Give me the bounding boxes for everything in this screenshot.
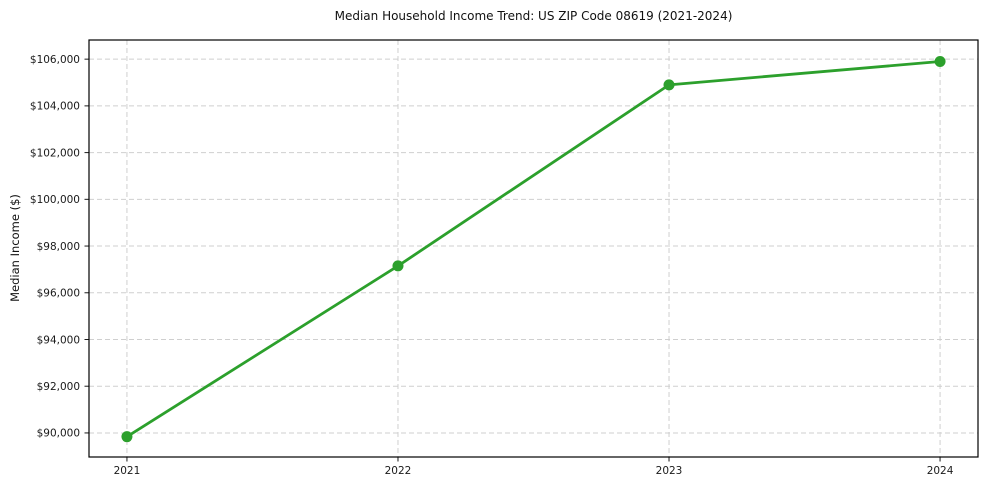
chart-title: Median Household Income Trend: US ZIP Co…: [334, 9, 733, 23]
data-point: [121, 431, 133, 443]
y-tick-label: $98,000: [37, 241, 80, 253]
y-tick-label: $90,000: [37, 428, 80, 440]
y-tick-label: $104,000: [30, 101, 80, 113]
plot-border: [88, 39, 979, 458]
y-tick-label: $106,000: [30, 54, 80, 66]
y-tick-label: $102,000: [30, 147, 80, 159]
y-tick-label: $100,000: [30, 194, 80, 206]
data-point: [663, 79, 675, 91]
y-tick-label: $94,000: [37, 334, 80, 346]
trend-line: [125, 60, 942, 439]
data-point: [934, 55, 946, 67]
x-tick-label: 2021: [114, 465, 141, 477]
plot-area: $90,000 $92,000 $94,000 $96,000 $98,000 $100,…: [30, 39, 979, 477]
y-tick-label: $96,000: [37, 288, 80, 300]
x-tick-label: 2024: [927, 465, 954, 477]
y-tick-label: $92,000: [37, 381, 80, 393]
x-tick-label: 2023: [656, 465, 683, 477]
data-point: [392, 260, 404, 272]
x-tick-label: 2022: [385, 465, 412, 477]
